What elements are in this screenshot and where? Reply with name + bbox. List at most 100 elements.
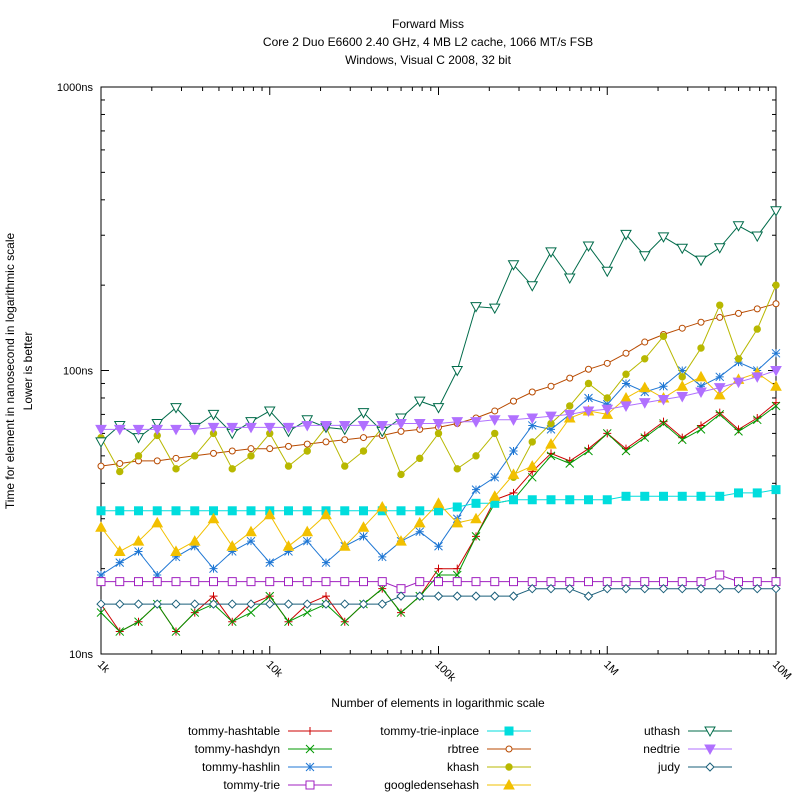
data-point-googledensehash	[770, 380, 782, 391]
data-point-tommy-hashdyn	[734, 427, 743, 436]
data-point-tommy-trie	[452, 577, 462, 587]
series-judy	[96, 583, 781, 609]
data-point-googledensehash	[545, 438, 557, 449]
data-point-tommy-hashdyn	[190, 608, 200, 617]
chart-subtitle-2: Windows, Visual C 2008, 32 bit	[345, 53, 512, 67]
x-tick-label: 1k	[95, 659, 112, 676]
data-point-tommy-trie	[246, 577, 256, 587]
data-point-tommy-trie-inplace	[96, 506, 106, 516]
data-point-tommy-hashlin	[471, 485, 481, 494]
y-axis-label-2: Lower is better	[21, 332, 35, 411]
legend-item-tommy-hashtable: tommy-hashtable	[188, 724, 332, 738]
data-point-uthash	[638, 251, 651, 262]
data-point-nedtrie	[263, 422, 276, 434]
data-point-tommy-hashtable	[715, 408, 724, 417]
data-point-judy	[715, 583, 725, 594]
data-point-uthash	[657, 232, 670, 243]
data-point-judy	[227, 599, 237, 609]
data-point-tommy-trie	[434, 577, 443, 587]
data-point-nedtrie	[95, 424, 107, 436]
data-point-judy	[658, 583, 669, 594]
data-point-tommy-hashdyn	[677, 435, 687, 445]
data-point-khash	[753, 325, 761, 333]
data-point-tommy-hashdyn	[340, 617, 350, 627]
data-point-khash	[397, 470, 405, 479]
legend-label: rbtree	[448, 742, 480, 756]
data-point-khash	[584, 379, 593, 388]
data-point-rbtree	[491, 407, 499, 415]
data-point-nedtrie	[470, 417, 482, 428]
data-point-uthash	[526, 281, 539, 292]
data-point-tommy-trie-inplace	[246, 506, 256, 516]
data-point-rbtree	[528, 388, 536, 396]
data-point-tommy-trie-inplace	[284, 506, 293, 516]
data-point-judy	[471, 591, 481, 601]
data-point-uthash	[432, 403, 445, 414]
legend-swatch-marker	[505, 763, 513, 771]
legend-label: tommy-hashlin	[202, 760, 280, 774]
data-point-uthash	[751, 231, 764, 243]
data-point-tommy-hashlin	[152, 570, 162, 580]
data-point-nedtrie	[188, 424, 201, 436]
data-point-tommy-hashdyn	[265, 591, 275, 601]
data-point-khash	[172, 465, 180, 473]
data-point-khash	[303, 447, 311, 455]
data-point-judy	[246, 599, 256, 609]
data-point-judy	[733, 583, 744, 594]
data-point-googledensehash	[357, 521, 370, 532]
y-tick-label: 10ns	[69, 649, 93, 661]
data-point-tommy-trie	[302, 577, 312, 587]
data-point-uthash	[770, 206, 782, 217]
data-point-tommy-hashdyn	[302, 608, 312, 617]
data-point-rbtree	[116, 459, 124, 467]
data-point-googledensehash	[488, 490, 501, 501]
legend-label: nedtrie	[643, 742, 680, 756]
x-tick-label: 10M	[770, 659, 794, 683]
legend-item-rbtree: rbtree	[448, 742, 531, 756]
data-point-khash	[678, 373, 686, 381]
legend-swatch-marker	[305, 780, 315, 790]
data-point-googledensehash	[170, 545, 182, 556]
data-point-tommy-hashlin	[377, 552, 387, 562]
data-point-uthash	[170, 403, 182, 414]
data-point-tommy-hashlin	[715, 372, 725, 382]
data-point-tommy-hashlin	[284, 547, 293, 556]
data-point-judy	[152, 599, 162, 609]
data-point-uthash	[507, 260, 520, 271]
data-point-googledensehash	[695, 370, 707, 382]
data-point-rbtree	[735, 309, 742, 317]
data-point-tommy-trie	[209, 577, 218, 587]
data-point-tommy-trie	[152, 577, 162, 587]
data-point-tommy-hashlin	[527, 421, 537, 430]
data-point-nedtrie	[676, 391, 689, 403]
x-tick-label: 100k	[432, 659, 458, 685]
data-point-tommy-hashtable	[434, 564, 443, 573]
legend-label: judy	[657, 760, 680, 774]
data-point-googledensehash	[151, 516, 164, 528]
data-point-rbtree	[622, 349, 630, 357]
data-point-khash	[491, 429, 499, 438]
data-point-tommy-trie	[471, 577, 481, 587]
data-point-tommy-trie-inplace	[640, 491, 650, 501]
legend-swatch-marker	[704, 744, 716, 756]
data-point-nedtrie	[301, 420, 314, 432]
data-point-tommy-hashdyn	[621, 446, 631, 456]
data-point-googledensehash	[113, 545, 126, 556]
legend-swatch-marker	[503, 778, 515, 790]
data-point-googledensehash	[470, 512, 482, 524]
series-layer	[95, 206, 782, 636]
data-point-tommy-hashlin	[227, 547, 237, 556]
data-point-tommy-hashlin	[302, 536, 312, 546]
data-point-rbtree	[566, 374, 574, 382]
data-point-khash	[603, 394, 611, 402]
data-point-tommy-trie-inplace	[659, 491, 668, 501]
data-point-nedtrie	[151, 424, 164, 436]
legend-item-tommy-trie-inplace: tommy-trie-inplace	[380, 724, 531, 738]
data-point-uthash	[732, 221, 745, 232]
data-point-khash	[659, 332, 668, 341]
data-point-tommy-hashdyn	[471, 532, 481, 541]
data-point-judy	[508, 591, 519, 601]
data-point-tommy-trie	[584, 577, 593, 587]
data-point-judy	[208, 599, 219, 609]
